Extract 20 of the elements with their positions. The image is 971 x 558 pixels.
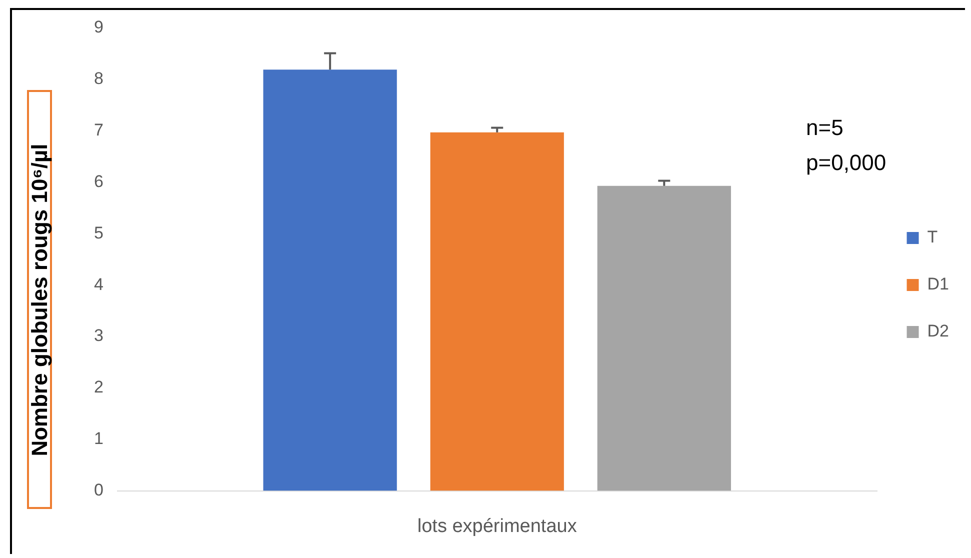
- annotation: p=0,000: [806, 150, 886, 176]
- y-tick-label: 4: [94, 274, 104, 294]
- bar: [263, 70, 397, 491]
- legend-label: D2: [927, 322, 950, 341]
- legend-label: D1: [927, 274, 950, 294]
- y-tick-label: 6: [94, 172, 104, 191]
- y-tick-label: 9: [94, 18, 104, 37]
- y-axis-title: Nombre globules rougs 10⁶/µl: [26, 143, 52, 456]
- bar: [430, 132, 564, 491]
- x-axis-title: lots expérimentaux: [417, 516, 578, 537]
- y-tick-label: 3: [94, 326, 104, 346]
- legend-label: T: [927, 228, 938, 247]
- y-tick-label: 1: [94, 429, 104, 448]
- annotation: n=5: [806, 115, 844, 140]
- y-tick-label: 7: [94, 120, 104, 140]
- bar: [597, 186, 731, 491]
- y-tick-label: 5: [94, 223, 104, 242]
- y-tick-label: 8: [94, 69, 104, 88]
- y-tick-label: 2: [94, 378, 104, 397]
- y-tick-label: 0: [94, 480, 104, 500]
